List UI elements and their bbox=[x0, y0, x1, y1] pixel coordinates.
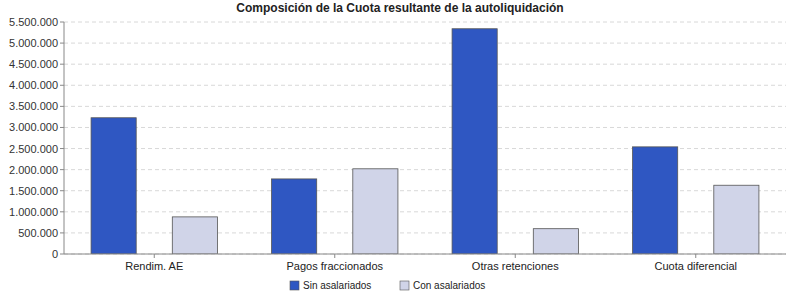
legend-label: Sin asalariados bbox=[303, 280, 371, 291]
x-tick bbox=[334, 254, 335, 258]
tick-label: 1.500.000 bbox=[9, 185, 58, 197]
tick-label: 4.500.000 bbox=[9, 58, 58, 70]
legend: Sin asalariados Con asalariados bbox=[290, 280, 485, 291]
tick-label: 1.000.000 bbox=[9, 206, 58, 218]
x-tick bbox=[695, 254, 696, 258]
tick-label: 5.000.000 bbox=[9, 37, 58, 49]
tick-label: 4.000.000 bbox=[9, 79, 58, 91]
grid-line bbox=[64, 64, 786, 65]
grid-line bbox=[64, 43, 786, 44]
tick-mark bbox=[60, 64, 64, 65]
tick-label: 0 bbox=[52, 248, 58, 260]
tick-mark bbox=[60, 211, 64, 212]
tick-mark bbox=[60, 232, 64, 233]
bar bbox=[633, 147, 678, 254]
tick-label: 3.000.000 bbox=[9, 121, 58, 133]
chart-svg: Composición de la Cuota resultante de la… bbox=[0, 0, 800, 300]
y-axis bbox=[64, 22, 65, 254]
bars bbox=[91, 29, 759, 254]
tick-label: 2.000.000 bbox=[9, 164, 58, 176]
x-tick bbox=[515, 254, 516, 258]
bar bbox=[452, 29, 497, 254]
category-label: Cuota diferencial bbox=[654, 260, 737, 272]
tick-mark bbox=[60, 148, 64, 149]
x-tick bbox=[154, 254, 155, 258]
category-label: Rendim. AE bbox=[125, 260, 183, 272]
title: Composición de la Cuota resultante de la… bbox=[236, 1, 563, 15]
bar bbox=[172, 217, 217, 254]
legend-swatch bbox=[290, 281, 299, 290]
tick-mark bbox=[60, 190, 64, 191]
bar bbox=[91, 118, 136, 254]
chart-container: Composición de la Cuota resultante de la… bbox=[0, 0, 800, 300]
tick-mark bbox=[60, 43, 64, 44]
legend-swatch bbox=[400, 281, 409, 290]
bar bbox=[714, 185, 759, 254]
bar bbox=[272, 179, 317, 254]
grid-line bbox=[64, 106, 786, 107]
grid-line bbox=[64, 127, 786, 128]
tick-mark bbox=[60, 85, 64, 86]
grid-line bbox=[64, 254, 786, 255]
tick-label: 2.500.000 bbox=[9, 143, 58, 155]
grid-line bbox=[64, 85, 786, 86]
tick-mark bbox=[60, 106, 64, 107]
tick-mark bbox=[60, 127, 64, 128]
bar bbox=[533, 229, 578, 254]
tick-mark bbox=[60, 254, 64, 255]
category-label: Otras retenciones bbox=[472, 260, 559, 272]
x-axis bbox=[64, 254, 786, 255]
tick-label: 5.500.000 bbox=[9, 16, 58, 28]
tick-mark bbox=[60, 169, 64, 170]
tick-label: 500.000 bbox=[18, 227, 58, 239]
bar bbox=[353, 169, 398, 254]
grid-line bbox=[64, 22, 786, 23]
tick-label: 3.500.000 bbox=[9, 100, 58, 112]
tick-mark bbox=[60, 22, 64, 23]
legend-label: Con asalariados bbox=[413, 280, 485, 291]
category-label: Pagos fraccionados bbox=[286, 260, 383, 272]
